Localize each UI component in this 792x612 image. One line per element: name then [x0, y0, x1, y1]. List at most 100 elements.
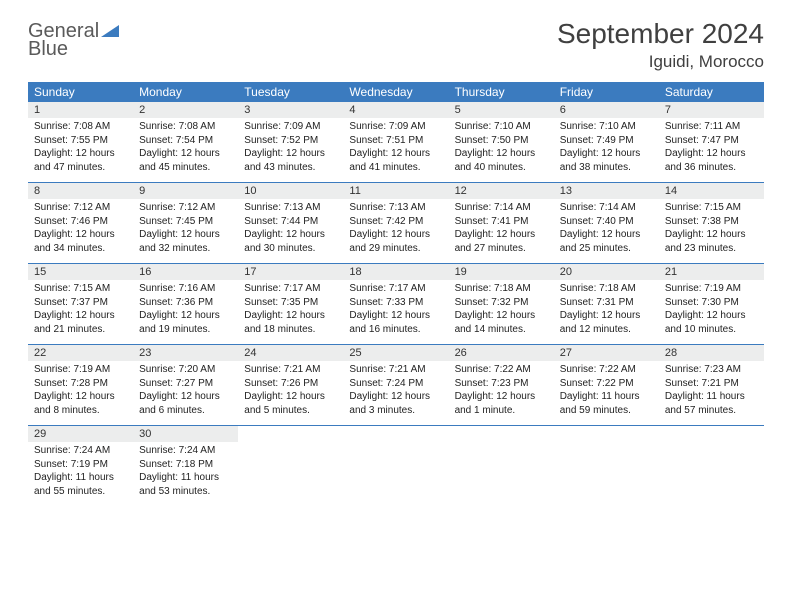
day-cell: 20Sunrise: 7:18 AMSunset: 7:31 PMDayligh… [554, 264, 659, 344]
sunset-line: Sunset: 7:18 PM [139, 458, 232, 472]
sunset-line: Sunset: 7:52 PM [244, 134, 337, 148]
day-cell: 14Sunrise: 7:15 AMSunset: 7:38 PMDayligh… [659, 183, 764, 263]
daylight-line: Daylight: 12 hours and 27 minutes. [455, 228, 548, 255]
day-cell: 9Sunrise: 7:12 AMSunset: 7:45 PMDaylight… [133, 183, 238, 263]
daylight-line: Daylight: 12 hours and 29 minutes. [349, 228, 442, 255]
day-cell: 18Sunrise: 7:17 AMSunset: 7:33 PMDayligh… [343, 264, 448, 344]
sunset-line: Sunset: 7:24 PM [349, 377, 442, 391]
daylight-line: Daylight: 12 hours and 45 minutes. [139, 147, 232, 174]
sunset-line: Sunset: 7:37 PM [34, 296, 127, 310]
sunset-line: Sunset: 7:33 PM [349, 296, 442, 310]
sunrise-line: Sunrise: 7:13 AM [244, 201, 337, 215]
daylight-line: Daylight: 12 hours and 6 minutes. [139, 390, 232, 417]
weeks-container: 1Sunrise: 7:08 AMSunset: 7:55 PMDaylight… [28, 102, 764, 506]
logo-triangle-icon [101, 22, 119, 40]
weekday-label: Saturday [659, 82, 764, 102]
sunset-line: Sunset: 7:19 PM [34, 458, 127, 472]
week-row: 1Sunrise: 7:08 AMSunset: 7:55 PMDaylight… [28, 102, 764, 182]
day-cell: 28Sunrise: 7:23 AMSunset: 7:21 PMDayligh… [659, 345, 764, 425]
sunrise-line: Sunrise: 7:12 AM [34, 201, 127, 215]
empty-cell [343, 426, 448, 506]
sunrise-line: Sunrise: 7:14 AM [455, 201, 548, 215]
day-cell: 13Sunrise: 7:14 AMSunset: 7:40 PMDayligh… [554, 183, 659, 263]
week-row: 15 Sunrise: 7:15 AMSunset: 7:37 PM Dayligh… [28, 263, 764, 344]
day-number: 26 [449, 345, 554, 361]
sunrise-line: Sunrise: 7:20 AM [139, 363, 232, 377]
sunset-line: Sunset: 7:27 PM [139, 377, 232, 391]
sunrise-line: Sunrise: 7:24 AM [34, 444, 127, 458]
calendar-table: SundayMondayTuesdayWednesdayThursdayFrid… [28, 82, 764, 506]
day-number: 21 [659, 264, 764, 280]
day-number: 9 [133, 183, 238, 199]
location-label: Iguidi, Morocco [557, 52, 764, 72]
day-cell: 26Sunrise: 7:22 AMSunset: 7:23 PMDayligh… [449, 345, 554, 425]
sunrise-line: Sunrise: 7:10 AM [560, 120, 653, 134]
day-cell: 7Sunrise: 7:11 AMSunset: 7:47 PMDaylight… [659, 102, 764, 182]
day-number: 5 [449, 102, 554, 118]
sunrise-line: Sunrise: 7:12 AM [139, 201, 232, 215]
daylight-line: Daylight: 12 hours and 3 minutes. [349, 390, 442, 417]
day-number: 3 [238, 102, 343, 118]
day-number: 11 [343, 183, 448, 199]
day-number: 25 [343, 345, 448, 361]
sunset-line: Sunset: 7:28 PM [34, 377, 127, 391]
weekday-label: Friday [554, 82, 659, 102]
week-row: 8Sunrise: 7:12 AMSunset: 7:46 PMDaylight… [28, 182, 764, 263]
empty-cell [659, 426, 764, 506]
day-cell: 2Sunrise: 7:08 AMSunset: 7:54 PMDaylight… [133, 102, 238, 182]
weekday-label: Thursday [449, 82, 554, 102]
sunset-line: Sunset: 7:45 PM [139, 215, 232, 229]
sunrise-line: Sunrise: 7:19 AM [34, 363, 127, 377]
daylight-line: Daylight: 12 hours and 43 minutes. [244, 147, 337, 174]
day-cell: 30Sunrise: 7:24 AMSunset: 7:18 PMDayligh… [133, 426, 238, 506]
daylight-line: Daylight: 11 hours and 53 minutes. [139, 471, 232, 498]
sunrise-line: Sunrise: 7:13 AM [349, 201, 442, 215]
empty-cell [449, 426, 554, 506]
sunset-line: Sunset: 7:41 PM [455, 215, 548, 229]
daylight-line: Daylight: 12 hours and 18 minutes. [244, 309, 337, 336]
calendar-page: General Blue September 2024 Iguidi, Moro… [0, 0, 792, 516]
week-row: 29Sunrise: 7:24 AMSunset: 7:19 PMDayligh… [28, 425, 764, 506]
day-cell: 27Sunrise: 7:22 AMSunset: 7:22 PMDayligh… [554, 345, 659, 425]
daylight-line: Daylight: 12 hours and 36 minutes. [665, 147, 758, 174]
daylight-line: Daylight: 12 hours and 12 minutes. [560, 309, 653, 336]
day-number: 24 [238, 345, 343, 361]
weekday-label: Tuesday [238, 82, 343, 102]
day-number: 23 [133, 345, 238, 361]
day-cell: 17Sunrise: 7:17 AMSunset: 7:35 PMDayligh… [238, 264, 343, 344]
sunrise-line: Sunrise: 7:15 AM [34, 282, 127, 296]
day-cell: 5Sunrise: 7:10 AMSunset: 7:50 PMDaylight… [449, 102, 554, 182]
sunrise-line: Sunrise: 7:09 AM [349, 120, 442, 134]
day-cell: 22Sunrise: 7:19 AMSunset: 7:28 PMDayligh… [28, 345, 133, 425]
title-block: September 2024 Iguidi, Morocco [557, 18, 764, 72]
sunrise-line: Sunrise: 7:17 AM [349, 282, 442, 296]
daylight-line: Daylight: 12 hours and 38 minutes. [560, 147, 653, 174]
daylight-line: Daylight: 12 hours and 14 minutes. [455, 309, 548, 336]
month-title: September 2024 [557, 18, 764, 50]
sunrise-line: Sunrise: 7:08 AM [139, 120, 232, 134]
daylight-line: Daylight: 12 hours and 25 minutes. [560, 228, 653, 255]
sunset-line: Sunset: 7:32 PM [455, 296, 548, 310]
weekday-label: Sunday [28, 82, 133, 102]
logo: General Blue [28, 18, 119, 58]
sunset-line: Sunset: 7:23 PM [455, 377, 548, 391]
sunrise-line: Sunrise: 7:22 AM [455, 363, 548, 377]
sunset-line: Sunset: 7:30 PM [665, 296, 758, 310]
day-number: 13 [554, 183, 659, 199]
day-number: 15 [28, 264, 133, 280]
sunrise-line: Sunrise: 7:15 AM [665, 201, 758, 215]
day-number: 28 [659, 345, 764, 361]
week-row: 22Sunrise: 7:19 AMSunset: 7:28 PMDayligh… [28, 344, 764, 425]
weekday-label: Monday [133, 82, 238, 102]
sunrise-line: Sunrise: 7:21 AM [244, 363, 337, 377]
sunset-line: Sunset: 7:42 PM [349, 215, 442, 229]
day-cell: 16Sunrise: 7:16 AMSunset: 7:36 PMDayligh… [133, 264, 238, 344]
day-number: 16 [133, 264, 238, 280]
empty-cell [238, 426, 343, 506]
sunset-line: Sunset: 7:46 PM [34, 215, 127, 229]
sunset-line: Sunset: 7:50 PM [455, 134, 548, 148]
sunrise-line: Sunrise: 7:09 AM [244, 120, 337, 134]
daylight-line: Daylight: 12 hours and 40 minutes. [455, 147, 548, 174]
daylight-line: Daylight: 12 hours and 5 minutes. [244, 390, 337, 417]
day-number: 6 [554, 102, 659, 118]
